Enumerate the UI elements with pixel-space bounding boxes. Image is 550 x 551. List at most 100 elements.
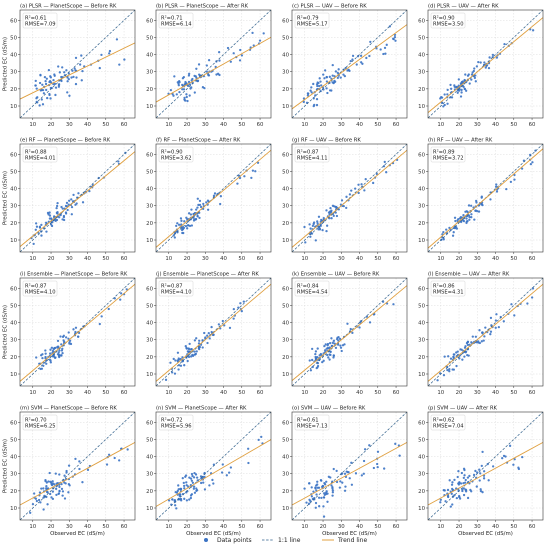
data-point — [494, 319, 498, 322]
data-point — [494, 326, 497, 329]
y-tick-label: 50 — [418, 35, 425, 41]
data-point — [51, 480, 54, 483]
data-point — [195, 337, 198, 340]
data-point — [75, 76, 78, 79]
data-point — [58, 490, 61, 493]
data-point — [202, 202, 205, 206]
panel-title: (o) SVM — UAV — Before RK — [292, 406, 366, 412]
data-point — [44, 479, 47, 482]
x-tick-label: 20 — [184, 390, 191, 396]
x-tick-label: 50 — [238, 390, 245, 396]
data-point — [46, 211, 50, 215]
data-point — [247, 447, 250, 450]
data-point — [232, 52, 235, 55]
data-point — [325, 480, 328, 483]
data-point — [54, 356, 57, 359]
data-point — [229, 466, 233, 469]
data-point — [58, 349, 61, 352]
data-point — [238, 176, 242, 180]
rmse-value: RMSE=4.01 — [25, 156, 56, 162]
data-point — [54, 86, 58, 89]
panel-title: (c) PLSR — UAV — Before RK — [292, 4, 367, 10]
x-tick-label: 20 — [456, 122, 463, 128]
data-point — [451, 481, 454, 484]
data-point — [337, 336, 340, 339]
data-point — [461, 489, 464, 493]
data-point — [200, 481, 203, 485]
data-point — [468, 218, 471, 221]
x-tick-label: 60 — [529, 256, 536, 262]
stats-box-bg — [158, 12, 194, 29]
data-point — [187, 80, 191, 84]
rmse-value: RMSE=4.11 — [297, 156, 328, 162]
y-tick-label: 10 — [282, 238, 289, 244]
data-point — [489, 198, 492, 201]
data-point — [304, 241, 307, 244]
data-point — [448, 226, 451, 229]
data-point — [466, 340, 470, 343]
data-point — [310, 486, 313, 489]
stats-box-bg — [22, 414, 58, 431]
data-point — [188, 498, 191, 501]
data-point — [61, 218, 64, 221]
one-to-one-line — [292, 278, 407, 386]
panel: (n) SVM — PlanetScope — After RK R²=0.72R… — [146, 406, 272, 537]
data-point — [474, 469, 477, 473]
data-point — [365, 315, 369, 318]
data-point — [521, 456, 524, 459]
data-point — [322, 359, 325, 362]
plot-frame — [427, 411, 544, 521]
data-point — [50, 496, 53, 499]
data-point — [208, 337, 211, 340]
data-point — [358, 326, 361, 329]
data-point — [323, 344, 326, 348]
data-point — [189, 477, 193, 480]
data-point — [481, 203, 484, 207]
data-point — [183, 497, 186, 500]
r2-value: R²=0.61 — [25, 16, 47, 22]
data-point — [185, 93, 188, 96]
data-point — [325, 224, 329, 227]
data-point — [45, 362, 48, 365]
data-point — [38, 491, 42, 494]
y-tick-label: 50 — [282, 35, 289, 41]
data-point — [49, 361, 52, 364]
data-point — [348, 477, 351, 480]
data-point — [450, 492, 453, 495]
data-point — [331, 63, 334, 67]
data-point — [67, 482, 71, 486]
trend-line — [292, 24, 407, 110]
data-point — [320, 84, 323, 87]
data-point — [512, 463, 515, 466]
data-point — [376, 450, 380, 453]
data-point — [471, 71, 474, 74]
y-tick-label: 30 — [282, 472, 289, 478]
data-point — [108, 49, 112, 53]
data-point — [460, 88, 463, 92]
data-point — [179, 364, 183, 367]
data-point — [56, 339, 60, 342]
plot-content — [20, 412, 135, 520]
x-tick-label: 40 — [220, 390, 227, 396]
panel-title: (l) Ensemble — UAV — After RK — [428, 272, 510, 278]
legend-label: 1:1 line — [278, 537, 301, 544]
x-tick-label: 20 — [184, 524, 191, 530]
data-point — [74, 82, 78, 86]
data-point — [81, 481, 84, 484]
data-point — [178, 90, 181, 94]
data-point — [317, 84, 321, 88]
data-point — [487, 67, 491, 70]
data-point — [175, 93, 178, 96]
data-point — [461, 358, 464, 361]
data-point — [180, 228, 184, 232]
panel-title: (k) Ensemble — UAV — Before RK — [292, 272, 380, 278]
data-point — [491, 465, 495, 468]
data-point — [171, 498, 174, 501]
data-point — [125, 288, 128, 291]
data-point — [328, 89, 332, 92]
data-point — [34, 79, 37, 83]
trend-line — [156, 439, 271, 507]
data-point — [67, 491, 70, 494]
